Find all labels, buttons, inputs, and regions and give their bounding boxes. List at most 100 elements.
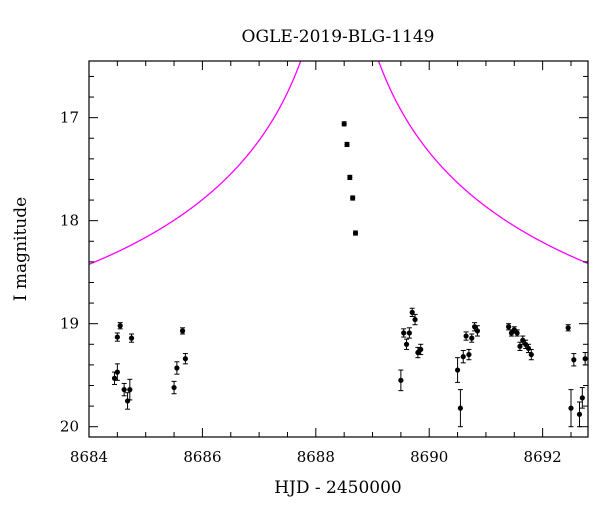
x-tick-label: 8686 [183, 448, 221, 466]
data-point [576, 401, 583, 428]
data-points-layer [111, 121, 588, 428]
data-marker [344, 141, 350, 148]
data-point [179, 327, 186, 335]
y-tick-label: 19 [60, 315, 79, 333]
data-point [347, 174, 353, 181]
data-marker [182, 356, 188, 362]
data-marker [128, 335, 135, 341]
data-marker [347, 174, 353, 181]
data-marker [525, 345, 532, 352]
data-marker [117, 323, 123, 329]
x-tick-label: 8690 [410, 448, 448, 466]
data-marker [352, 230, 359, 236]
data-marker [398, 377, 404, 383]
data-marker [582, 356, 588, 362]
data-point [128, 333, 135, 343]
data-marker [418, 346, 424, 353]
data-marker [571, 357, 577, 363]
data-point [114, 363, 120, 381]
x-tick-label: 8684 [70, 448, 108, 466]
y-tick-label: 18 [60, 212, 79, 230]
data-point [352, 230, 359, 236]
data-marker [412, 316, 418, 323]
data-point [565, 324, 571, 332]
data-point [528, 348, 534, 361]
data-marker [520, 337, 526, 343]
data-point [127, 378, 133, 401]
data-marker [350, 195, 356, 201]
axes-layer: 8684 8686 8688 8690 8692 17 18 19 20 [60, 60, 589, 466]
data-marker [179, 328, 186, 334]
data-marker [514, 330, 520, 336]
model-curve [89, 61, 588, 265]
data-marker [454, 367, 461, 373]
data-point [174, 361, 180, 375]
data-point [571, 353, 577, 367]
data-marker [409, 309, 415, 315]
data-point [568, 389, 574, 428]
chart-title: OGLE-2019-BLG-1149 [242, 27, 435, 47]
data-marker [474, 328, 481, 334]
data-point [124, 392, 131, 410]
data-marker [457, 405, 464, 411]
data-point [460, 349, 466, 364]
data-point [409, 307, 415, 317]
data-marker [341, 121, 347, 127]
data-point [341, 121, 347, 127]
data-point [406, 327, 412, 339]
data-point [582, 352, 588, 366]
data-point [182, 353, 188, 365]
data-marker [460, 354, 466, 360]
data-marker [121, 387, 127, 393]
data-point [418, 343, 424, 356]
x-axis-label: HJD - 2450000 [274, 478, 402, 498]
data-marker [469, 335, 475, 341]
data-marker [174, 365, 180, 371]
data-point [344, 141, 350, 148]
data-marker [565, 325, 571, 331]
data-marker [171, 384, 177, 391]
data-marker [579, 395, 585, 401]
data-marker [406, 330, 412, 336]
y-axis-label: I magnitude [11, 197, 31, 301]
data-marker [517, 343, 523, 349]
data-point [579, 387, 585, 409]
data-marker [523, 341, 529, 347]
x-tick-label: 8688 [297, 448, 335, 466]
data-point [401, 328, 407, 338]
data-point [350, 195, 356, 201]
data-point [412, 313, 418, 326]
y-tick-label: 20 [60, 418, 79, 436]
data-point [121, 382, 127, 397]
data-marker [528, 351, 534, 358]
data-marker [401, 330, 407, 336]
data-marker [114, 369, 120, 375]
data-marker [114, 334, 120, 340]
data-point [474, 325, 481, 337]
x-tick-label: 8692 [524, 448, 562, 466]
data-point [463, 331, 469, 341]
data-point [111, 371, 118, 385]
data-point [114, 332, 120, 342]
data-marker [403, 341, 410, 347]
data-marker [127, 387, 133, 393]
plot-frame [88, 60, 589, 438]
data-point [466, 348, 472, 361]
data-point [457, 389, 464, 428]
data-point [506, 323, 512, 331]
data-marker [466, 351, 472, 358]
data-point [514, 329, 520, 337]
y-tick-label: 17 [60, 109, 79, 127]
data-marker [463, 333, 469, 339]
data-point [171, 380, 177, 395]
data-point [454, 357, 461, 383]
data-point [117, 322, 123, 330]
data-marker [576, 411, 583, 417]
data-marker [111, 375, 118, 381]
data-point [403, 338, 410, 350]
data-point [398, 369, 404, 392]
data-point [469, 333, 475, 343]
model-curve-layer [89, 61, 588, 265]
